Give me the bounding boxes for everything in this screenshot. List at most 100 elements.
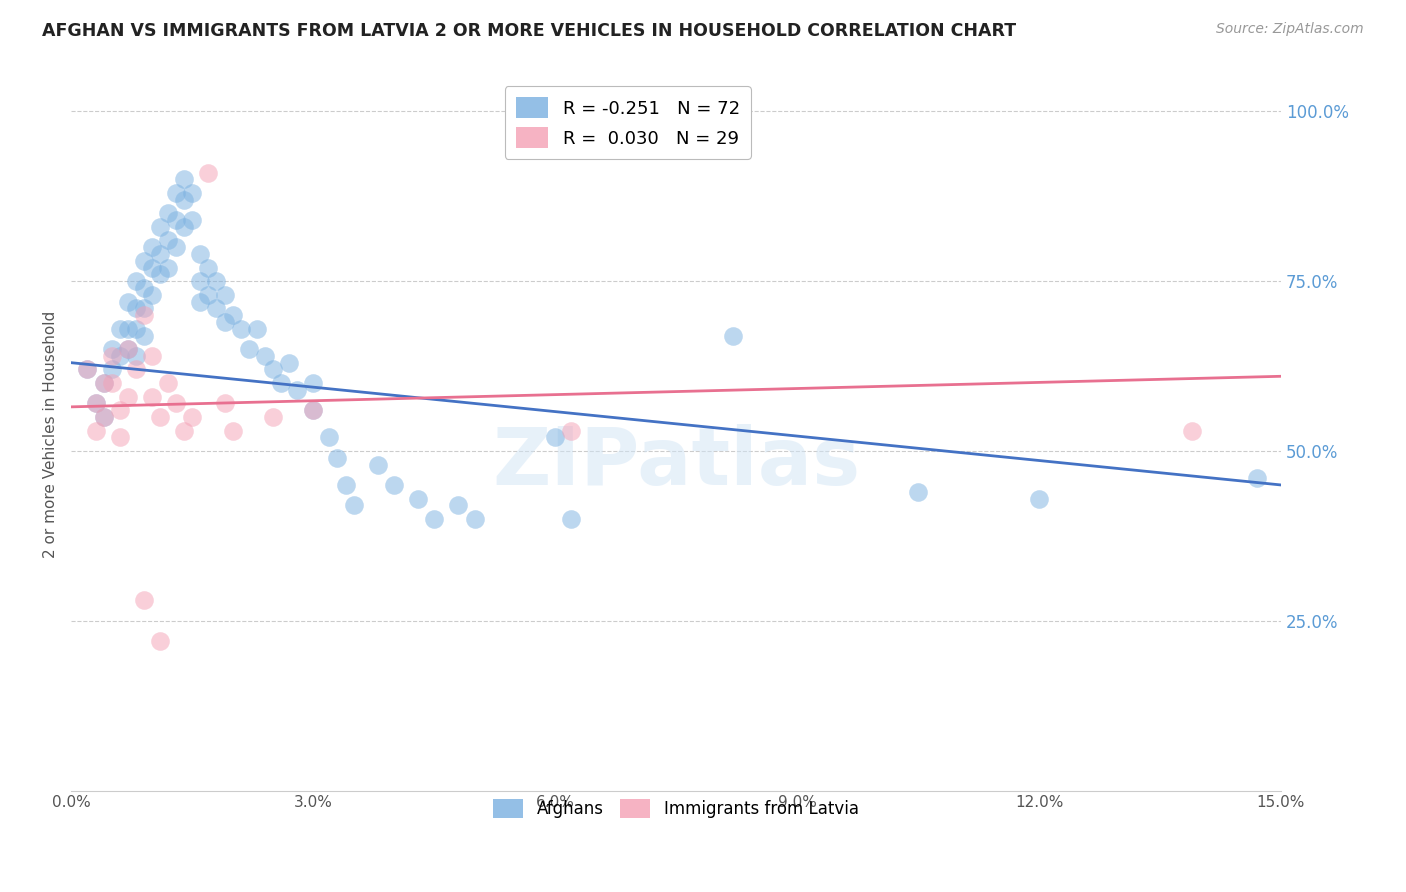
Point: [93, 410, 115, 425]
Point: [181, 410, 204, 425]
Point: [149, 410, 172, 425]
Point: [1028, 491, 1050, 506]
Point: [302, 403, 325, 417]
Point: [326, 450, 349, 465]
Point: [302, 376, 325, 390]
Point: [108, 403, 131, 417]
Point: [246, 322, 269, 336]
Text: Source: ZipAtlas.com: Source: ZipAtlas.com: [1216, 22, 1364, 37]
Point: [197, 287, 219, 301]
Point: [173, 172, 195, 186]
Point: [125, 301, 148, 316]
Point: [132, 593, 155, 607]
Point: [214, 315, 236, 329]
Point: [125, 322, 148, 336]
Point: [214, 396, 236, 410]
Point: [157, 260, 180, 275]
Point: [238, 342, 260, 356]
Point: [544, 430, 567, 444]
Point: [132, 281, 155, 295]
Point: [907, 484, 929, 499]
Point: [302, 403, 325, 417]
Point: [76, 362, 98, 376]
Legend: Afghans, Immigrants from Latvia: Afghans, Immigrants from Latvia: [486, 792, 866, 825]
Point: [382, 478, 405, 492]
Point: [141, 240, 163, 254]
Point: [157, 206, 180, 220]
Point: [132, 301, 155, 316]
Point: [197, 260, 219, 275]
Point: [173, 219, 195, 234]
Point: [342, 499, 364, 513]
Y-axis label: 2 or more Vehicles in Household: 2 or more Vehicles in Household: [44, 310, 58, 558]
Point: [173, 193, 195, 207]
Point: [132, 308, 155, 322]
Point: [157, 376, 180, 390]
Point: [335, 478, 357, 492]
Point: [205, 274, 228, 288]
Point: [84, 396, 107, 410]
Point: [221, 424, 243, 438]
Point: [108, 430, 131, 444]
Point: [76, 362, 98, 376]
Point: [318, 430, 340, 444]
Point: [262, 410, 284, 425]
Point: [108, 349, 131, 363]
Point: [165, 213, 187, 227]
Point: [214, 287, 236, 301]
Point: [157, 234, 180, 248]
Point: [278, 356, 301, 370]
Point: [188, 274, 211, 288]
Point: [117, 322, 139, 336]
Text: ZIPatlas: ZIPatlas: [492, 424, 860, 501]
Point: [205, 301, 228, 316]
Point: [262, 362, 284, 376]
Point: [464, 512, 486, 526]
Text: AFGHAN VS IMMIGRANTS FROM LATVIA 2 OR MORE VEHICLES IN HOUSEHOLD CORRELATION CHA: AFGHAN VS IMMIGRANTS FROM LATVIA 2 OR MO…: [42, 22, 1017, 40]
Point: [100, 349, 122, 363]
Point: [108, 322, 131, 336]
Point: [285, 383, 308, 397]
Point: [100, 376, 122, 390]
Point: [197, 165, 219, 179]
Point: [117, 294, 139, 309]
Point: [149, 247, 172, 261]
Point: [149, 634, 172, 648]
Point: [141, 390, 163, 404]
Point: [117, 342, 139, 356]
Point: [149, 268, 172, 282]
Point: [423, 512, 446, 526]
Point: [132, 253, 155, 268]
Point: [188, 247, 211, 261]
Point: [406, 491, 429, 506]
Point: [117, 342, 139, 356]
Point: [125, 362, 148, 376]
Point: [721, 328, 744, 343]
Point: [181, 186, 204, 200]
Point: [188, 294, 211, 309]
Point: [221, 308, 243, 322]
Point: [84, 396, 107, 410]
Point: [141, 260, 163, 275]
Point: [125, 349, 148, 363]
Point: [1181, 424, 1204, 438]
Point: [141, 287, 163, 301]
Point: [100, 362, 122, 376]
Point: [84, 424, 107, 438]
Point: [125, 274, 148, 288]
Point: [141, 349, 163, 363]
Point: [173, 424, 195, 438]
Point: [165, 186, 187, 200]
Point: [253, 349, 276, 363]
Point: [165, 240, 187, 254]
Point: [560, 512, 582, 526]
Point: [117, 390, 139, 404]
Point: [93, 410, 115, 425]
Point: [229, 322, 252, 336]
Point: [447, 499, 470, 513]
Point: [181, 213, 204, 227]
Point: [165, 396, 187, 410]
Point: [132, 328, 155, 343]
Point: [149, 219, 172, 234]
Point: [1246, 471, 1268, 485]
